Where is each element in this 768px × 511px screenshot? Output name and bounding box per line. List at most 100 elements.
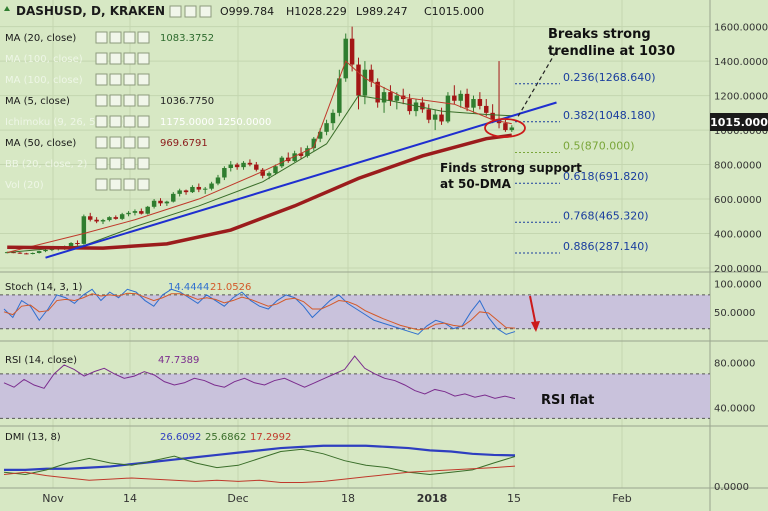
indicator-control-icon bbox=[109, 136, 122, 149]
indicator-control-icon bbox=[123, 31, 136, 44]
indicator-control-icon bbox=[123, 136, 136, 149]
candle-body bbox=[87, 216, 93, 220]
candle-body bbox=[330, 112, 336, 124]
candle-body bbox=[381, 92, 387, 103]
candle-body bbox=[439, 114, 444, 122]
candle-body bbox=[75, 243, 80, 244]
candle-body bbox=[503, 123, 508, 131]
stoch-y-tick: 100.0000 bbox=[714, 280, 762, 291]
candle-body bbox=[183, 190, 189, 193]
fib-level-label: 0.236(1268.640) bbox=[563, 71, 656, 84]
eye-icon[interactable] bbox=[199, 5, 212, 18]
indicator-label: MA (5, close) bbox=[5, 96, 70, 107]
indicator-control-icon bbox=[137, 52, 150, 65]
candle-body bbox=[311, 138, 317, 149]
price-y-tick: 1400.0000 bbox=[714, 57, 768, 68]
indicator-control-icon bbox=[95, 136, 108, 149]
x-tick-label: 2018 bbox=[417, 492, 448, 505]
indicator-value: 1036.7750 bbox=[160, 96, 214, 107]
candle-body bbox=[260, 169, 265, 176]
support-highlight-ellipse bbox=[484, 118, 526, 138]
price-y-tick: 800.0000 bbox=[714, 161, 762, 172]
candle-body bbox=[113, 217, 119, 219]
stoch-d-value: 21.0526 bbox=[210, 282, 251, 293]
indicator-label: MA (50, close) bbox=[5, 138, 76, 149]
indicator-control-icon bbox=[123, 52, 136, 65]
candle-body bbox=[298, 153, 304, 156]
candle-body bbox=[68, 243, 74, 247]
indicator-control-icon bbox=[137, 31, 150, 44]
indicator-label: Vol (20) bbox=[5, 180, 44, 191]
indicator-control-icon bbox=[109, 178, 122, 191]
indicator-control-icon bbox=[95, 178, 108, 191]
ohlc-low: L989.247 bbox=[356, 5, 408, 18]
candle-body bbox=[36, 251, 42, 253]
trend-up-icon bbox=[4, 6, 10, 11]
candle-body bbox=[132, 211, 138, 213]
settings-icon[interactable] bbox=[169, 5, 182, 18]
annotation-breaks-line1: Breaks strong bbox=[548, 27, 651, 42]
candle-body bbox=[484, 105, 489, 113]
indicator-control-icon bbox=[95, 52, 108, 65]
candle-body bbox=[145, 206, 150, 214]
indicator-legend: MA (20, close) 1083.3752 MA (100, close) MA… bbox=[5, 31, 271, 191]
indicator-control-icon bbox=[137, 73, 150, 86]
dmi-value-3: 17.2992 bbox=[250, 432, 291, 443]
oscillator-lines bbox=[3, 288, 516, 484]
price-pane bbox=[0, 0, 710, 270]
indicator-control-icon bbox=[123, 94, 136, 107]
price-y-tick: 1000.0000 bbox=[714, 126, 768, 137]
indicator-control-icon bbox=[109, 157, 122, 170]
indicator-value: 969.6791 bbox=[160, 138, 208, 149]
gear-icon[interactable] bbox=[184, 5, 197, 18]
price-axis bbox=[710, 0, 768, 511]
ohlc-close: C1015.000 bbox=[424, 5, 484, 18]
price-y-tick: 600.0000 bbox=[714, 195, 762, 206]
candle-body bbox=[375, 81, 380, 103]
candle-body bbox=[349, 38, 355, 65]
indicator-control-icon bbox=[137, 157, 150, 170]
candle-body bbox=[432, 114, 438, 120]
candle-body bbox=[196, 186, 202, 190]
stoch-overbought-oversold-band bbox=[0, 294, 710, 329]
stoch-k-value: 14.4444 bbox=[168, 282, 209, 293]
rsi-band-fill bbox=[0, 373, 710, 419]
annotation-rsi-flat: RSI flat bbox=[541, 393, 594, 408]
indicator-control-icon bbox=[109, 115, 122, 128]
candle-body bbox=[126, 212, 131, 215]
indicator-control-icon bbox=[95, 94, 108, 107]
candle-body bbox=[247, 162, 253, 165]
candle-body bbox=[209, 183, 214, 189]
candle-body bbox=[139, 211, 144, 214]
indicator-control-icon bbox=[137, 115, 150, 128]
dmi-y-tick: 0.0000 bbox=[714, 482, 749, 493]
candle-body bbox=[324, 123, 329, 132]
symbol-header[interactable]: DASHUSD, D, KRAKEN bbox=[4, 4, 165, 18]
rsi-line bbox=[3, 355, 516, 400]
candles bbox=[4, 26, 515, 255]
indicator-control-icon bbox=[109, 52, 122, 65]
candle-body bbox=[151, 200, 157, 207]
candle-body bbox=[100, 220, 106, 222]
candle-body bbox=[292, 153, 297, 162]
candle-body bbox=[388, 92, 393, 101]
price-y-tick: 400.0000 bbox=[714, 230, 762, 241]
candle-body bbox=[337, 78, 342, 113]
candle-body bbox=[171, 193, 176, 202]
indicator-control-icon bbox=[109, 31, 122, 44]
price-y-tick: 200.0000 bbox=[714, 264, 762, 275]
x-tick-label: Feb bbox=[612, 492, 631, 505]
candle-body bbox=[477, 99, 483, 106]
dmi-title: DMI (13, 8) bbox=[5, 432, 61, 443]
x-tick-label: Nov bbox=[42, 492, 64, 505]
candle-body bbox=[369, 69, 374, 82]
symbol-title: DASHUSD, D, KRAKEN bbox=[16, 4, 165, 18]
fib-level-label: 0.382(1048.180) bbox=[563, 109, 656, 122]
candle-body bbox=[394, 95, 400, 101]
candle-body bbox=[464, 93, 470, 108]
candle-body bbox=[228, 164, 233, 168]
indicator-control-icon bbox=[123, 73, 136, 86]
dmi-minus-di-line bbox=[3, 465, 516, 484]
candle-body bbox=[24, 253, 29, 255]
price-y-tick: 1200.0000 bbox=[714, 92, 768, 103]
